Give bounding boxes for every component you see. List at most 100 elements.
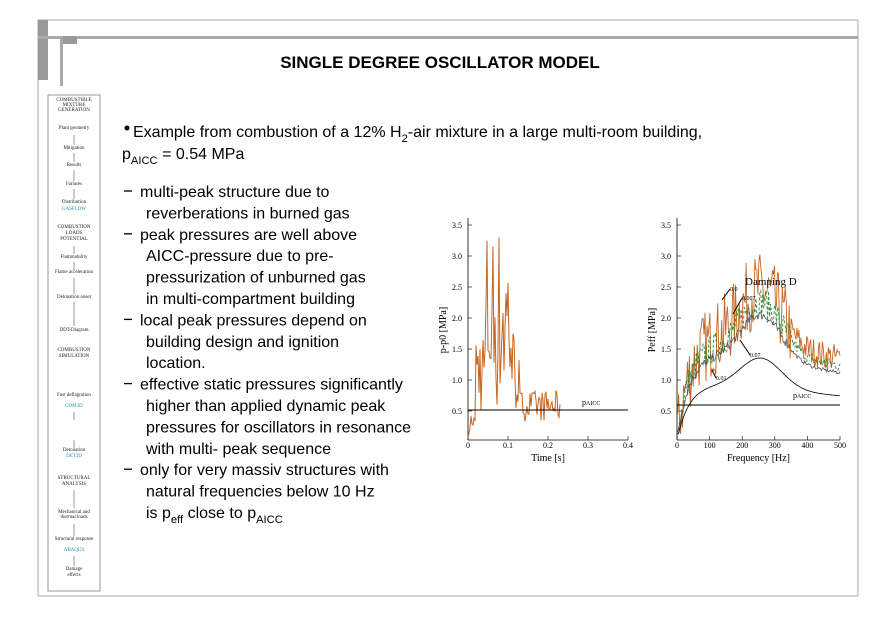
x-tick-label: 0.4 bbox=[623, 441, 633, 450]
sidebar-label: GENERATION bbox=[58, 108, 90, 113]
sidebar-label: POTENTIAL bbox=[60, 237, 88, 242]
sidebar-label: ANALYSIS bbox=[62, 482, 86, 487]
damping-label: 0.007 bbox=[742, 296, 756, 302]
damping-label: 0.01 bbox=[716, 376, 727, 382]
bullet-line: with multi- peak sequence bbox=[145, 441, 331, 458]
text-span: close to p bbox=[183, 505, 256, 522]
x-axis-label: Frequency [Hz] bbox=[727, 453, 790, 464]
deco-line bbox=[60, 36, 63, 86]
text-span: = 0.54 MPa bbox=[158, 146, 245, 163]
deco-bar bbox=[38, 20, 48, 80]
y-tick-label: 1.0 bbox=[452, 376, 462, 385]
sidebar-label: Failures bbox=[66, 182, 82, 187]
subscript: AICC bbox=[797, 394, 811, 400]
sidebar-label: MIXTURE bbox=[63, 103, 86, 108]
pointer bbox=[732, 297, 743, 315]
bullet-line: location. bbox=[146, 355, 206, 372]
x-tick-label: 0.2 bbox=[543, 441, 553, 450]
subscript: AICC bbox=[586, 401, 600, 407]
sidebar-label: Detonation onset bbox=[57, 295, 92, 300]
x-tick-label: 500 bbox=[834, 441, 846, 450]
sidebar-label: Mechanical and bbox=[58, 510, 90, 515]
text-span: Example from combustion of a 12% H bbox=[133, 124, 402, 141]
plot-time: 3.5 3.0 2.5 2.0 1.5 1.0 0.5 0 0.1 0.2 0.3 0.4 Time [… bbox=[438, 218, 633, 464]
sidebar-label: thermal loads bbox=[60, 515, 87, 520]
pointer bbox=[739, 339, 751, 356]
deco-bar bbox=[63, 36, 77, 44]
title: SINGLE DEGREE OSCILLATOR MODEL bbox=[280, 53, 600, 72]
sidebar-label: effects bbox=[67, 573, 80, 578]
damping-label: 0.07 bbox=[750, 353, 761, 359]
x-tick-label: 0.3 bbox=[583, 441, 593, 450]
x-tick-label: 200 bbox=[736, 441, 748, 450]
subscript: 2 bbox=[402, 133, 408, 145]
bullet-line: AICC-pressure due to pre- bbox=[146, 248, 334, 265]
sidebar-label: Results bbox=[67, 163, 82, 168]
bullets: multi-peak structure due to reverberation… bbox=[124, 184, 411, 526]
y-tick-label: 1.5 bbox=[452, 345, 462, 354]
bullet-line: building design and ignition bbox=[146, 334, 339, 351]
sidebar-label: STRUCTURAL bbox=[58, 476, 91, 481]
y-tick-label: 3.0 bbox=[661, 252, 671, 261]
text-span: p bbox=[122, 146, 131, 163]
frame bbox=[37, 19, 859, 597]
bullet-dot bbox=[124, 125, 130, 131]
sidebar-label: Flame acceleration bbox=[55, 270, 93, 275]
sidebar-label: Damage bbox=[66, 567, 83, 572]
text-line: Example from combustion of a 12% H2-air … bbox=[133, 124, 702, 145]
text-span: -air mixture in a large multi-room build… bbox=[408, 124, 702, 141]
x-tick-label: 0 bbox=[466, 441, 470, 450]
sidebar-box bbox=[47, 94, 101, 592]
aicc-label: pAICC bbox=[793, 391, 811, 400]
bullet-line: local peak pressures depend on bbox=[140, 312, 367, 329]
response-curve bbox=[677, 254, 841, 434]
bullet-line: reverberations in burned gas bbox=[146, 205, 350, 222]
bullet-line: only for very massiv structures with bbox=[140, 462, 389, 479]
legend-title: Damping D bbox=[745, 276, 797, 288]
subscript: AICC bbox=[256, 514, 283, 526]
subscript: eff bbox=[171, 514, 184, 526]
bullet-line: peak pressures are well above bbox=[140, 227, 357, 244]
sidebar-label: Detonation bbox=[63, 448, 86, 453]
sidebar-label: Flammability bbox=[61, 255, 88, 260]
sidebar-label: Mitigation bbox=[63, 146, 85, 151]
damping-label: 0.0 bbox=[730, 287, 738, 293]
y-tick-label: 0.5 bbox=[661, 407, 671, 416]
text-span: p bbox=[582, 398, 586, 407]
bullet-line: higher than applied dynamic peak bbox=[146, 398, 386, 415]
y-tick-label: 3.5 bbox=[452, 221, 462, 230]
y-tick-label: 3.0 bbox=[452, 252, 462, 261]
sidebar-label: COM3D bbox=[65, 404, 83, 409]
sidebar-label: Distribution bbox=[62, 200, 87, 205]
pointer bbox=[721, 288, 731, 301]
bullet-line: natural frequencies below 10 Hz bbox=[146, 484, 375, 501]
sidebar-label: ABAQUS bbox=[64, 548, 85, 553]
sidebar-label: SIMULATION bbox=[59, 354, 90, 359]
y-tick-label: 0.5 bbox=[452, 407, 462, 416]
sidebar-label: Structural response bbox=[55, 537, 94, 542]
text-span: p bbox=[793, 391, 797, 400]
sidebar-label: DET3D bbox=[66, 454, 82, 459]
y-tick-label: 2.0 bbox=[661, 314, 671, 323]
y-axis-label: Peff [MPa] bbox=[647, 308, 658, 353]
x-tick-label: 100 bbox=[704, 441, 716, 450]
bullet-line: in multi-compartment building bbox=[146, 291, 355, 308]
sidebar-label: LOADS bbox=[66, 231, 83, 236]
sidebar-label: Fast deflagration bbox=[57, 393, 91, 398]
y-tick-label: 1.0 bbox=[661, 376, 671, 385]
text-line: is peff close to pAICC bbox=[146, 505, 283, 526]
main-bullet: Example from combustion of a 12% H2-air … bbox=[122, 124, 702, 167]
aicc-label: pAICC bbox=[582, 398, 600, 407]
x-tick-label: 0 bbox=[675, 441, 679, 450]
x-tick-label: 300 bbox=[769, 441, 781, 450]
bullet-line: multi-peak structure due to bbox=[140, 184, 330, 201]
bullet-line: pressures for oscillators in resonance bbox=[146, 419, 411, 436]
y-tick-label: 3.5 bbox=[661, 221, 671, 230]
sidebar-label: COMBUSTIBLE bbox=[56, 98, 91, 103]
y-tick-label: 2.5 bbox=[452, 283, 462, 292]
pressure-curve bbox=[467, 237, 561, 439]
plot-freq: 3.5 3.0 2.5 2.0 1.5 1.0 0.5 0 100 200 300 400 500 Fre… bbox=[647, 218, 846, 464]
bullet-line: pressurization of unburned gas bbox=[146, 270, 366, 287]
